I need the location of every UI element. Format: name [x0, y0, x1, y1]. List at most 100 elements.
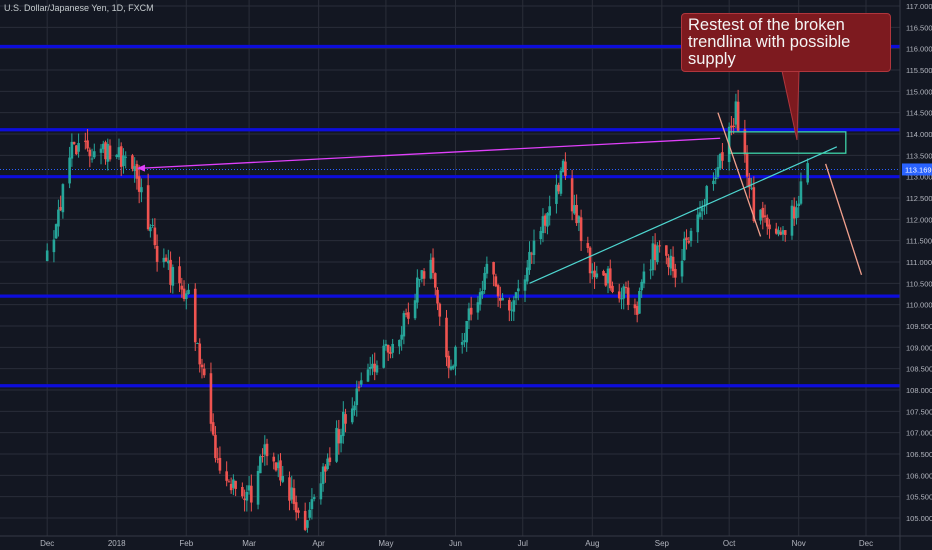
candle-body: [350, 408, 354, 423]
candle-body: [290, 487, 294, 500]
annotation-box[interactable]: Restest of the broken trendlina with pos…: [681, 13, 891, 72]
candle-body: [658, 245, 661, 247]
candle-body: [795, 207, 798, 219]
candle-body: [151, 225, 154, 227]
y-tick-label: 106.000: [906, 471, 932, 480]
candle-body: [357, 386, 361, 388]
candle-body: [698, 212, 702, 217]
candle-body: [570, 178, 574, 212]
candle-body: [510, 309, 513, 311]
candle-body: [68, 157, 71, 184]
candle-body: [366, 369, 370, 382]
candle-body: [501, 297, 504, 301]
candles: [45, 89, 809, 533]
candle-body: [200, 364, 204, 368]
candle-body: [469, 307, 473, 315]
candle-body: [326, 458, 329, 470]
candle-body: [359, 380, 363, 385]
candle-body: [169, 259, 172, 285]
candle-body: [261, 456, 264, 458]
candle-body: [402, 313, 406, 337]
candle-body: [276, 462, 280, 469]
y-tick-label: 110.000: [906, 301, 932, 310]
candle-body: [119, 146, 123, 167]
candle-body: [593, 270, 596, 278]
candle-body: [368, 366, 372, 370]
candle-body: [328, 457, 332, 462]
candle-body: [685, 237, 688, 241]
candle-body: [431, 257, 435, 273]
candle-body: [541, 216, 545, 234]
candle-body: [416, 277, 419, 303]
candle-body: [133, 166, 136, 171]
current-price-label: 113.169: [905, 165, 932, 174]
y-tick-label: 106.500: [906, 450, 932, 459]
candle-body: [732, 125, 735, 127]
candle-body: [633, 304, 637, 309]
candle-body: [460, 341, 464, 345]
candle-body: [184, 293, 188, 300]
y-tick-label: 110.500: [906, 279, 932, 288]
candle-body: [306, 520, 309, 528]
candle-body: [229, 483, 233, 491]
candle-body: [617, 291, 621, 299]
candle-body: [765, 217, 769, 227]
candle-body: [384, 343, 388, 347]
candle-body: [496, 285, 500, 297]
candle-body: [117, 147, 121, 158]
candle-body: [196, 342, 199, 344]
candle-body: [247, 485, 251, 491]
x-tick-label: May: [378, 539, 393, 548]
x-tick-label: Dec: [40, 539, 54, 548]
candle-body: [730, 125, 733, 128]
candle-body: [642, 271, 646, 284]
candle-body: [84, 140, 87, 142]
candle-body: [573, 205, 576, 214]
y-tick-label: 105.000: [906, 514, 932, 523]
candle-body: [180, 285, 184, 290]
candle-body: [604, 273, 608, 286]
candle-body: [653, 244, 657, 261]
candle-body: [680, 260, 684, 277]
candle-body: [292, 488, 296, 504]
candle-body: [342, 411, 345, 437]
drawings: [136, 70, 863, 284]
candle-body: [736, 101, 740, 131]
candle-body: [259, 456, 262, 474]
candle-body: [256, 470, 260, 505]
candle-body: [308, 509, 311, 518]
candle-body: [198, 343, 202, 365]
candle-body: [373, 363, 377, 372]
candle-body: [492, 262, 495, 275]
candle-body: [779, 231, 783, 235]
candle-body: [353, 405, 356, 411]
candle-body: [635, 306, 639, 315]
candle-body: [743, 129, 747, 155]
candle-body: [312, 497, 316, 500]
y-tick-label: 108.500: [906, 365, 932, 374]
candle-body: [355, 388, 359, 406]
candle-body: [149, 227, 152, 232]
candle-body: [281, 476, 285, 482]
candle-body: [483, 272, 486, 290]
candle-body: [656, 245, 659, 263]
candle-body: [75, 145, 78, 155]
candle-body: [548, 206, 551, 216]
candle-body: [211, 422, 215, 435]
y-tick-label: 111.000: [906, 258, 932, 267]
candle-body: [45, 250, 49, 262]
y-tick-label: 109.000: [906, 343, 932, 352]
candle-body: [122, 155, 125, 167]
candle-body: [344, 414, 347, 424]
candle-body: [499, 297, 502, 301]
candle-body: [218, 457, 222, 471]
candle-body: [279, 460, 282, 481]
candle-body: [557, 185, 560, 192]
candle-body: [716, 167, 720, 177]
supply-zone-box: [728, 131, 847, 154]
candle-body: [404, 313, 408, 315]
x-tick-label: Dec: [859, 539, 873, 548]
candle-body: [140, 187, 143, 193]
